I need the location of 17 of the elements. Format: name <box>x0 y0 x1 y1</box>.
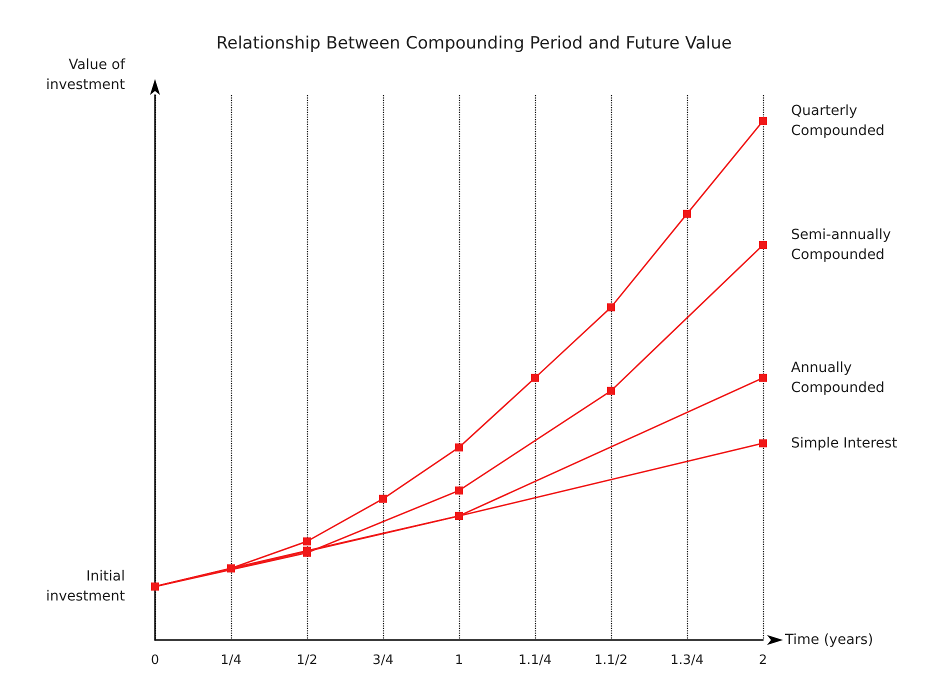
x-tick-label: 1.3/4 <box>670 653 704 668</box>
chart-title: Relationship Between Compounding Period and Future Value <box>216 34 732 54</box>
series-label: Quarterly Compounded <box>791 102 885 139</box>
series-label: Annually Compounded <box>791 360 885 396</box>
x-tick-label: 1/4 <box>220 653 242 668</box>
x-tick-label: 2 <box>758 653 768 668</box>
series-label: Simple Interest <box>791 435 898 452</box>
x-tick-label: 3/4 <box>372 653 394 668</box>
y-axis-title: Value of investment <box>46 57 126 93</box>
x-axis-title: Time (years) <box>784 632 874 648</box>
x-tick-label: 1 <box>454 653 464 668</box>
x-tick-label: 1.1/4 <box>518 653 552 668</box>
x-tick-label: 1.1/2 <box>594 653 628 668</box>
series-label: Semi-annually Compounded <box>791 227 896 264</box>
x-tick-label: 1/2 <box>296 653 318 668</box>
x-tick-label: 0 <box>150 653 160 668</box>
annotation: Initial investment <box>46 568 126 605</box>
